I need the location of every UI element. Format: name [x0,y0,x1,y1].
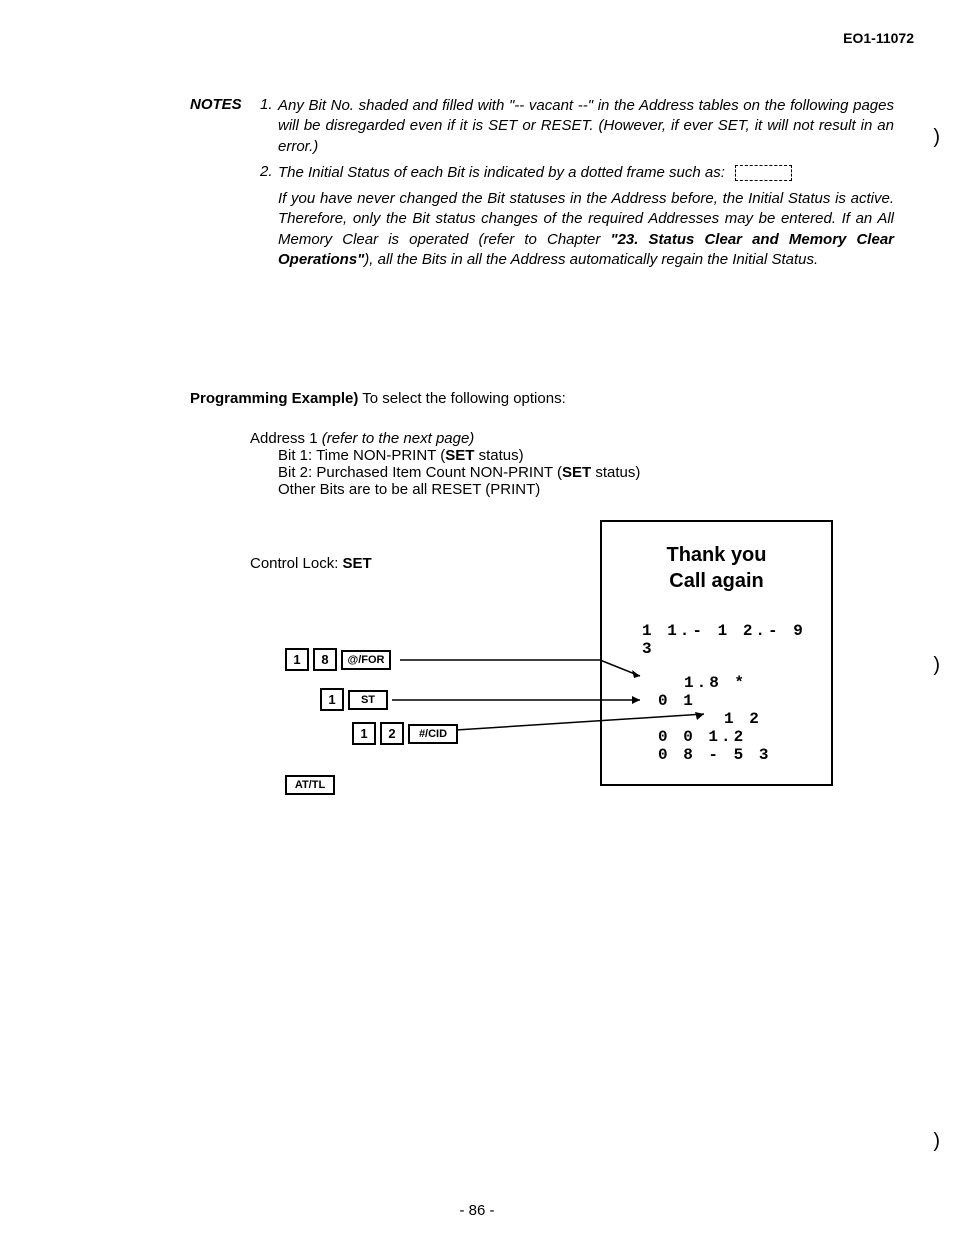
key-row-3: 1 2 #/CID [352,722,458,745]
dotted-frame-icon [735,165,792,181]
receipt-date: 1 1.- 1 2.- 9 3 [642,622,819,658]
key-2: 2 [380,722,404,745]
notes-label: NOTES [190,96,260,157]
receipt-r4: 0 0 1.2 [658,728,819,746]
note-2-text-b: If you have never changed the Bit status… [278,189,894,270]
note-1-text: Any Bit No. shaded and filled with "-- v… [278,96,894,157]
key-row-1: 1 8 @/FOR [285,648,391,671]
ctrl-lock-bold: SET [343,555,372,572]
receipt-title-1: Thank you [614,542,819,568]
control-lock-line: Control Lock: SET [250,555,372,572]
key-for: @/FOR [341,650,391,670]
other-bits-line: Other Bits are to be all RESET (PRINT) [278,481,640,498]
bit1-a: Bit 1: Time NON-PRINT ( [278,447,445,464]
note-2-text-a: The Initial Status of each Bit is indica… [278,163,792,183]
paren-mark-1: ) [933,126,940,149]
key-attl: AT/TL [285,775,335,795]
receipt-box: Thank you Call again 1 1.- 1 2.- 9 3 1.8… [600,520,833,786]
receipt-title-2: Call again [614,568,819,594]
notes-section: NOTES 1. Any Bit No. shaded and filled w… [190,96,894,270]
bit-2-line: Bit 2: Purchased Item Count NON-PRINT (S… [278,464,640,481]
bit1-bold: SET [445,447,474,464]
prog-ex-label: Programming Example) [190,390,358,407]
note-2-lead: The Initial Status of each Bit is indica… [278,164,725,181]
prog-ex-text: To select the following options: [358,390,565,407]
key-row-2: 1 ST [320,688,388,711]
key-1c: 1 [352,722,376,745]
receipt-r1: 1.8 * [684,674,819,692]
addr-line: Address 1 [250,430,322,447]
addr-ital: (refer to the next page) [322,430,475,447]
key-1b: 1 [320,688,344,711]
ctrl-lock-a: Control Lock: [250,555,343,572]
key-8: 8 [313,648,337,671]
page-number: - 86 - [0,1202,954,1219]
key-st: ST [348,690,388,710]
bit2-bold: SET [562,464,591,481]
note-2b-c: ), all the Bits in all the Address autom… [364,251,818,268]
bit1-b: status) [474,447,523,464]
key-row-4: AT/TL [285,775,335,795]
bit-1-line: Bit 1: Time NON-PRINT (SET status) [278,447,640,464]
paren-mark-2: ) [933,654,940,677]
receipt-r2: 0 1 [658,692,819,710]
receipt-r5: 0 8 - 5 3 [658,746,819,764]
address-block: Address 1 (refer to the next page) Bit 1… [250,430,640,498]
bit2-a: Bit 2: Purchased Item Count NON-PRINT ( [278,464,562,481]
bit2-b: status) [591,464,640,481]
receipt-r3: 1 2 [724,710,819,728]
note-2-number: 2. [260,163,278,183]
paren-mark-3: ) [933,1130,940,1153]
programming-example-heading: Programming Example) To select the follo… [190,390,894,407]
document-id: EO1-11072 [843,30,914,46]
key-cid: #/CID [408,724,458,744]
note-1-number: 1. [260,96,278,157]
key-1: 1 [285,648,309,671]
